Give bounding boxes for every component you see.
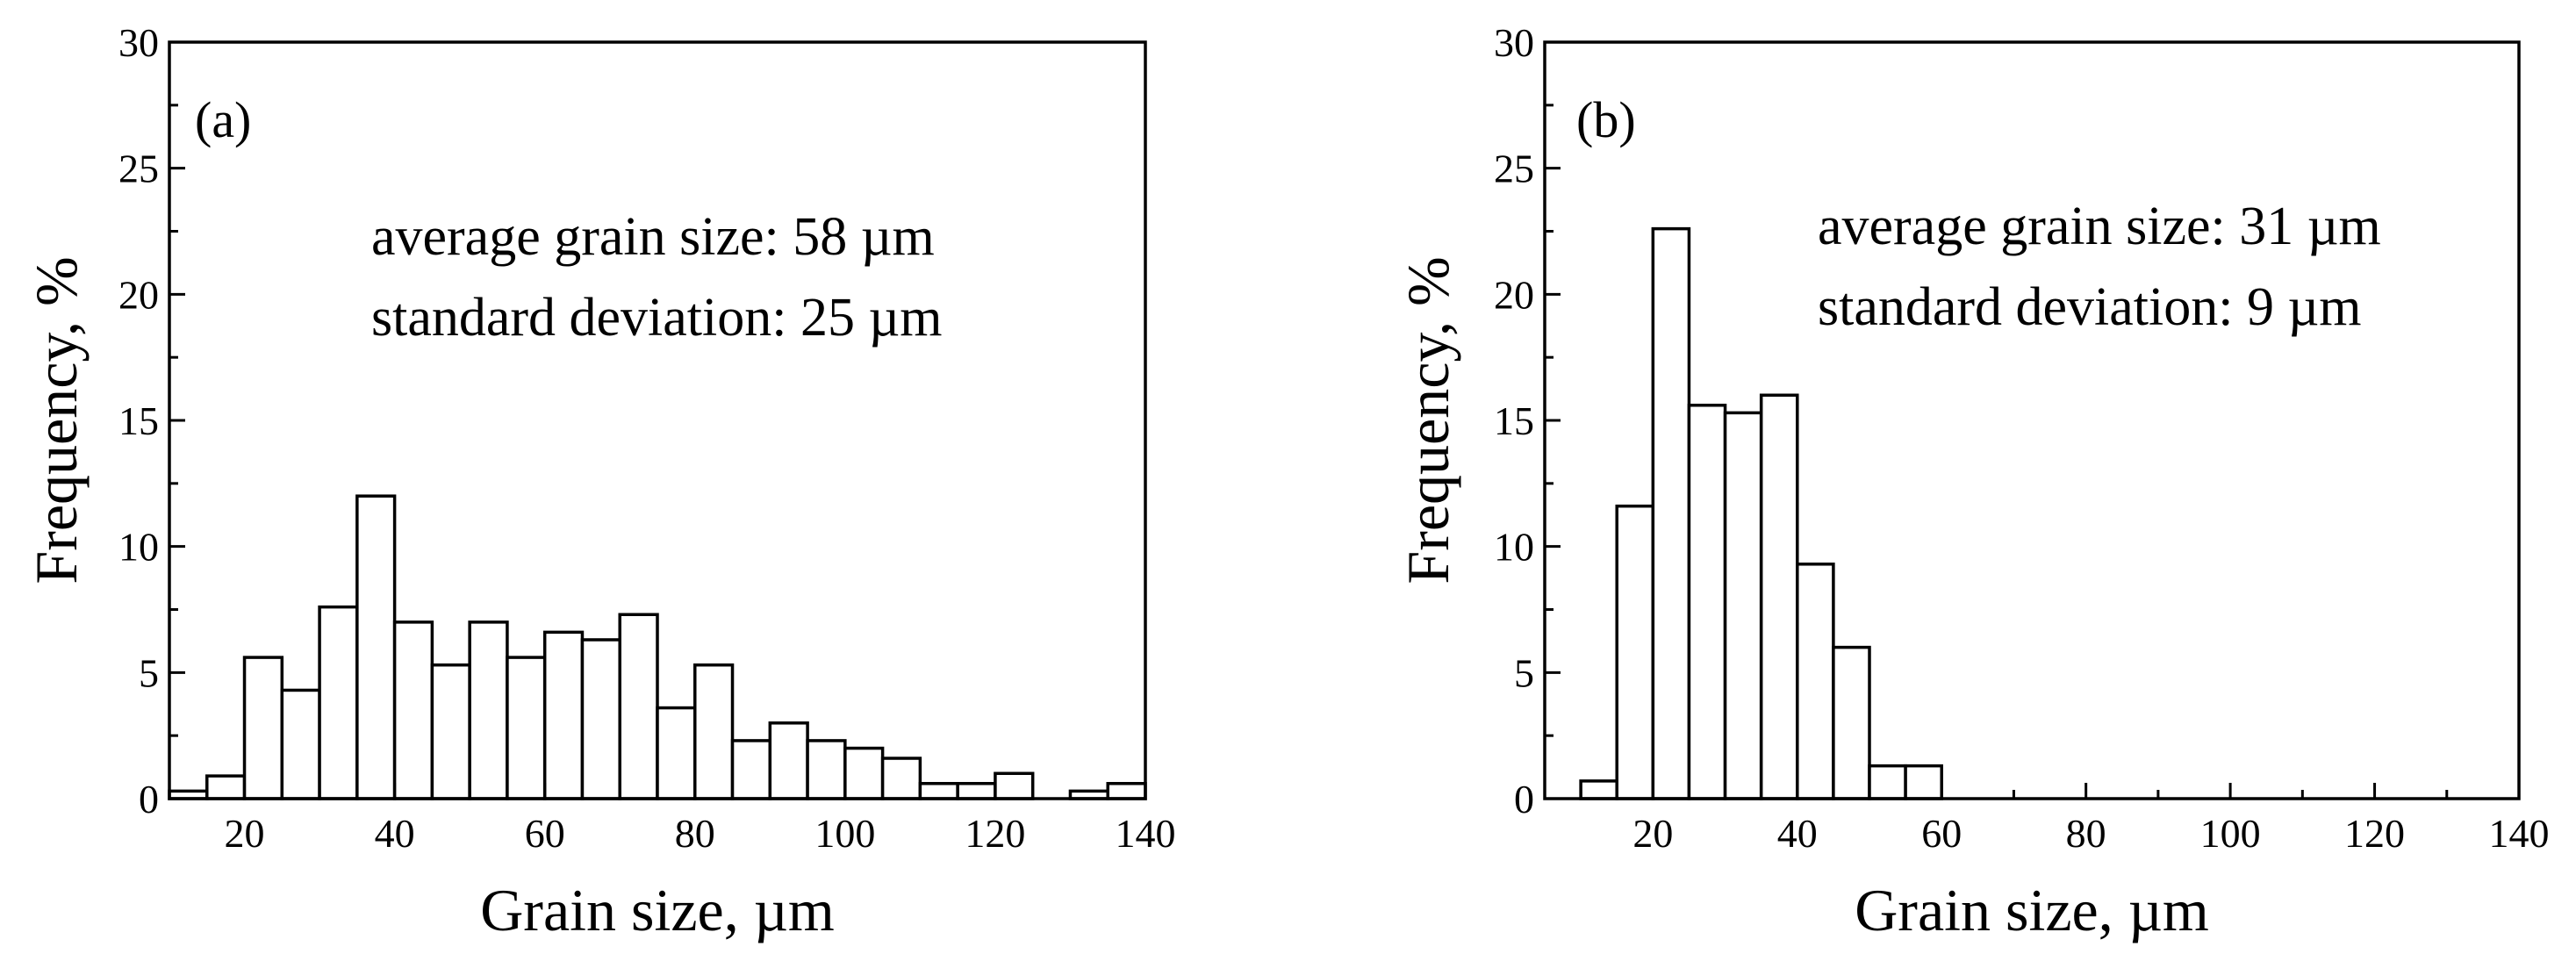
chart-panel-b: 0 5 10 15 20 25 30 20 40 60 80 100 120 140 (b) avera… [1395, 20, 2550, 943]
histogram-bar [1651, 226, 1691, 800]
histogram-bar [205, 774, 247, 800]
histogram-bar [918, 782, 959, 800]
histogram-bar [656, 706, 697, 800]
x-tick-label: 120 [2344, 811, 2405, 856]
y-tick-label: 15 [1494, 398, 1534, 443]
y-tick-label: 10 [1494, 525, 1534, 570]
histogram-bar [1832, 645, 1871, 800]
y-tick-label: 10 [118, 525, 159, 570]
plot-frame-a [168, 40, 1147, 800]
histogram-bar [242, 656, 284, 800]
x-tick-label: 20 [225, 811, 265, 856]
y-tick-label: 0 [139, 777, 159, 821]
chart-panel-a: 0 5 10 15 20 25 30 20 40 60 80 100 120 140 (a) avera… [23, 20, 1176, 943]
histogram-bar [1723, 411, 1763, 800]
y-tick-label: 25 [1494, 147, 1534, 191]
histogram-bar [468, 620, 509, 800]
y-tick-label: 30 [1494, 20, 1534, 65]
histogram-bar [1868, 764, 1907, 800]
y-axis-title-b: Frequency, % [1395, 256, 1461, 584]
panel-label-b: (b) [1576, 91, 1636, 148]
x-tick-label: 100 [814, 811, 875, 856]
panel-label-a: (a) [195, 91, 251, 148]
histogram-bar [355, 494, 397, 800]
y-axis-title-a: Frequency, % [23, 256, 90, 584]
histogram-bar [1904, 764, 1943, 800]
histogram-bar [280, 688, 321, 800]
y-ticks-b: 0 5 10 15 20 25 30 [1494, 20, 1561, 821]
x-ticks-a: 20 40 60 80 100 120 140 [168, 783, 1176, 856]
x-tick-label: 120 [965, 811, 1025, 856]
x-ticks-b: 20 40 60 80 100 120 140 [1579, 783, 2550, 856]
y-tick-label: 15 [118, 398, 159, 443]
histogram-bar [994, 771, 1035, 800]
histogram-bar [392, 620, 434, 800]
histogram-bar [693, 663, 735, 800]
histogram-bar [1579, 779, 1618, 800]
y-tick-label: 5 [1514, 650, 1534, 695]
histogram-bar [768, 721, 809, 800]
x-tick-label: 80 [2066, 811, 2106, 856]
x-tick-label: 140 [1116, 811, 1176, 856]
histogram-bar [843, 746, 885, 800]
histogram-bar [580, 638, 621, 800]
y-tick-label: 20 [1494, 272, 1534, 317]
annotation-stddev-a: standard deviation: 25 µm [371, 288, 942, 348]
histogram-bar [506, 656, 547, 800]
x-tick-label: 60 [525, 811, 565, 856]
x-tick-label: 20 [1632, 811, 1673, 856]
histogram-bar [1615, 504, 1655, 800]
histogram-bar [430, 663, 471, 800]
annotation-stddev-b: standard deviation: 9 µm [1818, 277, 2361, 337]
x-tick-label: 100 [2200, 811, 2261, 856]
histogram-bar [1796, 563, 1835, 800]
y-tick-label: 0 [1514, 777, 1534, 821]
x-axis-title-a: Grain size, µm [480, 877, 835, 943]
histogram-bars-a [168, 494, 1147, 800]
histogram-bar [542, 630, 585, 800]
histogram-bar [318, 605, 359, 800]
x-tick-label: 80 [675, 811, 715, 856]
y-tick-label: 20 [118, 272, 159, 317]
y-tick-label: 30 [118, 20, 159, 65]
y-tick-label: 25 [118, 147, 159, 191]
annotation-average-b: average grain size: 31 µm [1818, 197, 2381, 256]
x-tick-label: 40 [375, 811, 415, 856]
plot-frame-b [1543, 40, 2521, 800]
histogram-bar [618, 613, 659, 800]
annotation-average-a: average grain size: 58 µm [371, 207, 935, 267]
histogram-bar [1106, 782, 1147, 800]
y-ticks-a: 0 5 10 15 20 25 30 [118, 20, 185, 821]
y-tick-label: 5 [139, 650, 159, 695]
histogram-bar [806, 739, 847, 800]
histogram-bar [880, 757, 922, 800]
histogram-bar [1759, 393, 1799, 800]
histogram-bar [956, 782, 997, 800]
x-axis-title-b: Grain size, µm [1855, 877, 2209, 943]
x-tick-label: 140 [2489, 811, 2550, 856]
histogram-bars-b [1579, 226, 1943, 800]
x-tick-label: 40 [1777, 811, 1818, 856]
histogram-bar [1687, 404, 1727, 800]
x-tick-label: 60 [1921, 811, 1962, 856]
histogram-bar [730, 739, 772, 800]
